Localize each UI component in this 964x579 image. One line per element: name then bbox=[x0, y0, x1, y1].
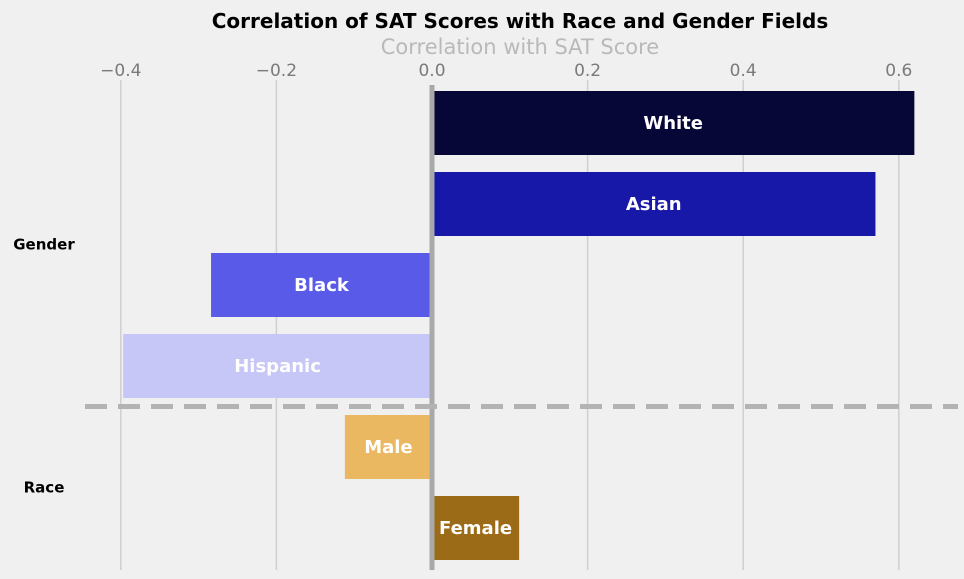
bar-label: Female bbox=[439, 518, 512, 539]
bars: White Asian Black Hispanic Male Female bbox=[85, 85, 958, 570]
group-labels: Gender Race bbox=[13, 236, 75, 497]
x-tick-label: −0.2 bbox=[256, 61, 297, 81]
x-tick-label: 0.2 bbox=[574, 61, 601, 81]
bar-female bbox=[432, 496, 520, 560]
grid-lines bbox=[120, 80, 900, 570]
bar-male bbox=[344, 415, 432, 479]
bar-black bbox=[211, 253, 432, 317]
x-tick-label: −0.4 bbox=[100, 61, 141, 81]
bar-label: Black bbox=[294, 275, 350, 296]
bar-label: Hispanic bbox=[234, 356, 321, 377]
bar-label: Asian bbox=[626, 194, 682, 215]
group-label: Race bbox=[24, 479, 65, 497]
chart-title: Correlation of SAT Scores with Race and … bbox=[212, 9, 829, 33]
bar-white bbox=[432, 91, 915, 155]
bar-asian bbox=[432, 172, 876, 236]
x-tick-label: 0.6 bbox=[885, 61, 912, 81]
x-axis-label: Correlation with SAT Score bbox=[381, 35, 659, 59]
x-tick-label: 0.4 bbox=[730, 61, 757, 81]
bar-hispanic bbox=[123, 334, 432, 398]
bar-label: Male bbox=[364, 437, 412, 458]
x-tick-label: 0.0 bbox=[418, 61, 445, 81]
bar-label: White bbox=[643, 113, 703, 134]
group-label: Gender bbox=[13, 236, 75, 254]
x-tick-labels: −0.4 −0.2 0.0 0.2 0.4 0.6 bbox=[100, 61, 912, 81]
